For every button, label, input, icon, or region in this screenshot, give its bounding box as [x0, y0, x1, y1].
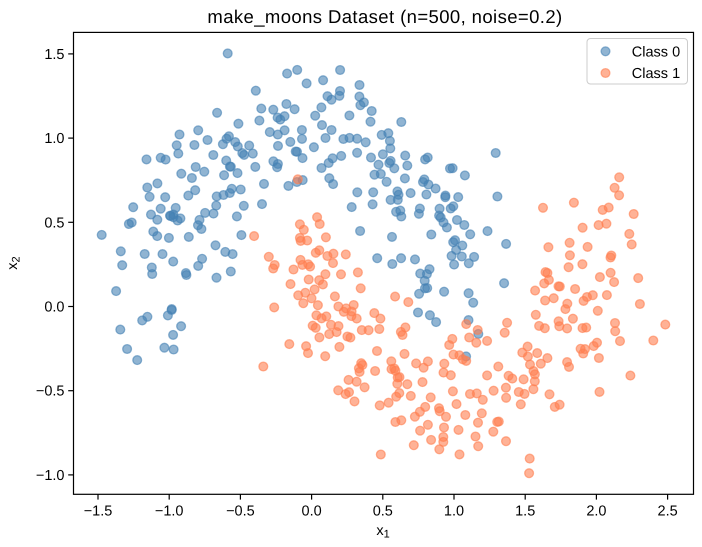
svg-text:1.5: 1.5 [515, 504, 535, 520]
svg-text:−1.5: −1.5 [84, 504, 113, 520]
svg-text:1.0: 1.0 [444, 504, 464, 520]
svg-text:0.0: 0.0 [44, 300, 64, 316]
svg-text:2.0: 2.0 [586, 504, 606, 520]
svg-text:1.5: 1.5 [44, 47, 64, 63]
svg-text:Class 0: Class 0 [632, 44, 680, 60]
svg-text:0.5: 0.5 [373, 504, 393, 520]
svg-text:−0.5: −0.5 [226, 504, 255, 520]
svg-text:2.5: 2.5 [658, 504, 678, 520]
svg-text:1.0: 1.0 [44, 131, 64, 147]
svg-text:−1.0: −1.0 [36, 468, 65, 484]
svg-text:0.0: 0.0 [302, 504, 322, 520]
svg-text:−1.0: −1.0 [155, 504, 184, 520]
svg-text:−0.5: −0.5 [36, 384, 65, 400]
svg-text:make_moons Dataset (n=500, noi: make_moons Dataset (n=500, noise=0.2) [207, 6, 562, 27]
svg-text:0.5: 0.5 [44, 215, 64, 231]
svg-text:Class 1: Class 1 [632, 66, 680, 82]
